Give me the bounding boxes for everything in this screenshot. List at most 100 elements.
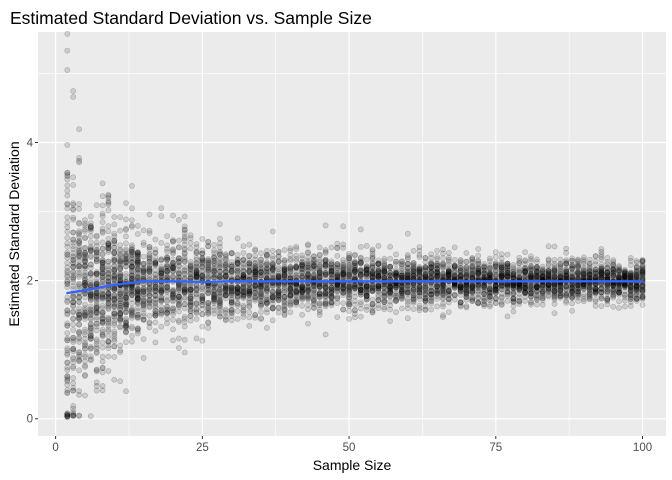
data-point (99, 257, 106, 264)
data-point (545, 257, 552, 264)
data-point (76, 263, 82, 270)
data-point (128, 338, 135, 345)
data-point (170, 273, 176, 280)
data-point (82, 335, 88, 342)
data-point (111, 214, 118, 220)
data-point (117, 349, 124, 356)
data-point (99, 309, 106, 315)
data-point (545, 243, 552, 250)
data-point (422, 263, 429, 270)
data-point (87, 220, 94, 226)
data-point (64, 373, 71, 380)
data-point (70, 263, 77, 270)
data-point (99, 295, 106, 302)
data-point (569, 286, 575, 293)
data-point (70, 263, 77, 270)
data-point (422, 303, 429, 310)
data-point (76, 266, 82, 273)
data-point (357, 313, 364, 320)
data-point (105, 242, 112, 248)
chart-title: Estimated Standard Deviation vs. Sample … (10, 8, 372, 28)
data-point (375, 305, 382, 312)
data-point (111, 263, 118, 270)
data-point (440, 296, 446, 302)
data-point (158, 311, 165, 318)
data-point (146, 227, 153, 234)
data-point (82, 342, 88, 349)
data-point (252, 256, 259, 263)
data-point (369, 260, 376, 267)
data-point (123, 225, 129, 232)
data-point (70, 254, 77, 261)
data-point (134, 308, 141, 314)
data-point (357, 260, 364, 267)
data-point (134, 275, 141, 281)
data-point (64, 330, 71, 337)
data-point (316, 258, 323, 265)
data-point (140, 242, 147, 248)
data-point (82, 251, 88, 257)
data-point (404, 230, 411, 237)
data-point (99, 219, 106, 226)
data-point (228, 261, 235, 268)
data-point (134, 231, 141, 237)
data-point (64, 411, 71, 418)
data-point (93, 309, 100, 315)
data-point (87, 296, 94, 303)
data-point (82, 279, 88, 286)
data-point (64, 281, 71, 287)
data-point (87, 345, 94, 352)
data-point (569, 263, 575, 270)
data-point (87, 223, 94, 229)
data-point (340, 266, 347, 273)
data-point (82, 305, 88, 312)
data-point (275, 286, 282, 293)
data-point (228, 317, 235, 324)
data-point (193, 244, 200, 250)
data-point (211, 241, 217, 248)
data-point (504, 291, 511, 298)
data-point (87, 333, 94, 340)
data-point (170, 297, 176, 304)
data-point (70, 182, 77, 188)
data-point (346, 296, 352, 303)
data-point (451, 296, 458, 303)
data-point (82, 258, 88, 265)
data-point (175, 317, 182, 324)
data-point (82, 282, 88, 289)
data-point (181, 226, 188, 233)
data-point (99, 273, 106, 280)
data-point (140, 301, 147, 308)
data-point (105, 192, 112, 199)
data-point (93, 305, 100, 311)
data-point (76, 412, 82, 419)
data-point (586, 266, 593, 273)
data-point (299, 255, 305, 262)
data-point (82, 245, 88, 252)
data-point (82, 326, 88, 333)
data-point (293, 274, 300, 281)
data-point (82, 254, 88, 261)
data-point (199, 310, 206, 317)
data-point (164, 283, 170, 290)
data-point (64, 269, 71, 276)
data-point (64, 381, 71, 388)
data-point (334, 240, 341, 247)
data-point (87, 343, 94, 350)
plot-panel (38, 32, 666, 436)
data-point (105, 295, 112, 302)
data-point (123, 233, 129, 240)
data-point (87, 247, 94, 254)
data-point (158, 294, 165, 301)
data-point (105, 201, 112, 208)
data-point (222, 273, 229, 280)
data-point (445, 258, 452, 265)
data-point (105, 244, 112, 251)
data-point (440, 314, 446, 321)
data-point (205, 273, 212, 279)
data-point (187, 240, 194, 246)
data-point (387, 255, 393, 262)
data-point (381, 273, 388, 279)
data-point (99, 261, 106, 268)
data-point (111, 257, 118, 263)
